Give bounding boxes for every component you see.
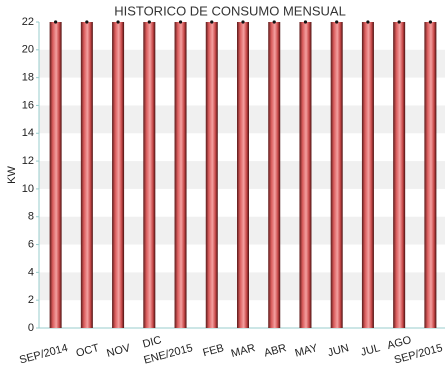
y-tick-label: 18	[22, 72, 34, 84]
bar-top-dot	[178, 20, 183, 24]
x-tick-label: SEP/2014	[18, 342, 69, 366]
x-tick-label: OCT	[75, 342, 101, 360]
x-tick-label: MAR	[230, 342, 257, 360]
bar	[205, 22, 218, 328]
bar	[299, 22, 312, 328]
y-tick-label: 10	[22, 183, 34, 195]
bar-top-dot	[335, 20, 339, 24]
x-tick-label: NOV	[105, 342, 132, 360]
y-tick-label: 0	[28, 322, 34, 334]
x-tick-label: MAY	[294, 342, 320, 360]
bar	[112, 22, 125, 328]
bar-top-dot	[147, 20, 151, 24]
bar-top-dot	[272, 20, 276, 24]
bar-top-dot	[54, 20, 58, 24]
y-tick-label: 16	[22, 99, 34, 111]
y-tick-label: 4	[28, 266, 34, 278]
y-tick-label: 20	[22, 44, 34, 56]
y-tick-label: 22	[22, 16, 34, 28]
bar-top-dot	[241, 20, 245, 24]
bar	[361, 22, 374, 328]
bar-top-dot	[85, 20, 89, 24]
bar	[237, 22, 249, 328]
y-tick-label: 14	[22, 127, 34, 139]
bar	[330, 22, 343, 328]
bar	[393, 22, 406, 328]
x-tick-label: AGO	[386, 334, 413, 352]
bar	[424, 22, 437, 328]
bar-top-dot	[428, 20, 432, 24]
chart-title: HISTORICO DE CONSUMO MENSUAL	[114, 3, 346, 18]
y-tick-label: 8	[28, 211, 34, 223]
y-axis-label: KW	[6, 166, 18, 184]
bar	[174, 22, 187, 328]
bar-top-dot	[116, 20, 120, 24]
bar-top-dot	[397, 20, 401, 24]
bar	[49, 22, 62, 328]
y-tick-label: 6	[28, 238, 34, 250]
x-tick-label: JUN	[326, 342, 350, 359]
x-tick-label: DIC	[141, 334, 162, 351]
x-tick-label: JUL	[359, 342, 381, 359]
bar-top-dot	[303, 20, 308, 24]
bar	[268, 22, 281, 328]
y-tick-label: 2	[28, 294, 34, 306]
bar-top-dot	[210, 20, 214, 24]
x-tick-label: FEB	[202, 342, 226, 359]
x-tick-label: ABR	[263, 342, 288, 359]
bar-top-dot	[366, 20, 370, 24]
bar	[80, 22, 93, 328]
bar	[143, 22, 156, 328]
y-tick-label: 12	[22, 155, 34, 167]
